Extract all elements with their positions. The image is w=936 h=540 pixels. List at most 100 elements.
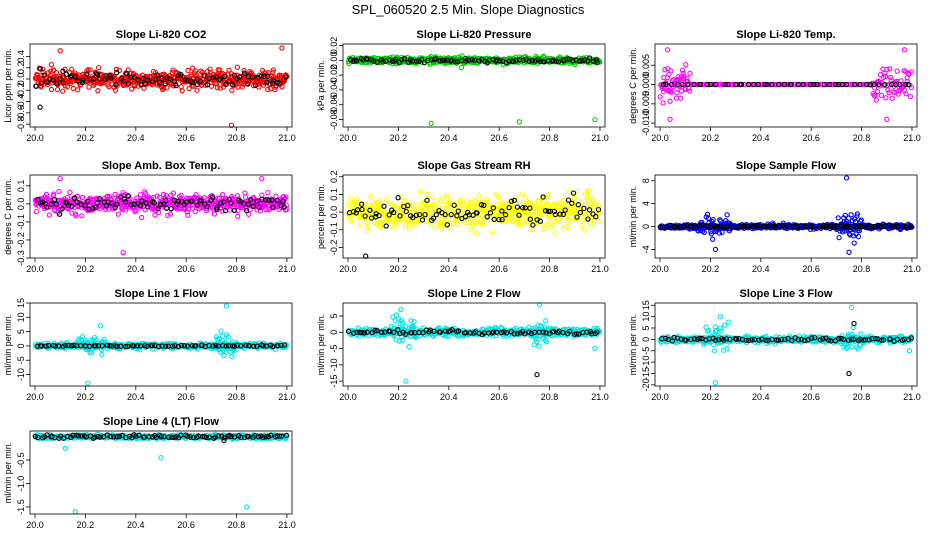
data-point [542, 208, 549, 214]
data-point [151, 199, 157, 206]
data-point [750, 223, 756, 230]
data-point [449, 327, 455, 333]
x-tick-label: 20.0 [26, 392, 44, 402]
data-point [541, 226, 547, 232]
data-point [144, 77, 150, 83]
data-point [710, 217, 716, 223]
data-point [270, 69, 276, 75]
data-point [395, 316, 402, 322]
data-point [579, 223, 585, 229]
data-point [519, 191, 526, 197]
data-point [431, 201, 437, 207]
y-tick-label: -10 [329, 358, 339, 371]
data-point [557, 211, 563, 217]
y-tick-label: -0.010 [641, 110, 651, 136]
data-point [50, 77, 56, 83]
data-point [270, 204, 276, 211]
data-point [716, 230, 722, 236]
data-point [484, 214, 490, 220]
data-point [503, 330, 510, 336]
x-tick-label: 20.6 [490, 392, 508, 402]
data-point [874, 88, 881, 95]
y-tick-label: -0.1 [329, 222, 339, 238]
data-point [155, 343, 162, 350]
data-point [211, 211, 218, 217]
x-tick-label: 20.6 [177, 392, 195, 402]
x-tick-label: 20.6 [490, 264, 508, 274]
data-point [851, 81, 858, 88]
data-point [357, 223, 363, 229]
data-point [784, 223, 790, 229]
data-point [585, 216, 591, 222]
data-point [362, 213, 368, 219]
data-point [725, 81, 731, 88]
data-point [229, 87, 235, 93]
data-point [113, 66, 120, 72]
data-point [741, 223, 748, 230]
data-point [214, 206, 220, 213]
data-point [517, 330, 523, 336]
data-point [167, 211, 174, 217]
data-point [417, 189, 424, 195]
data-point [164, 75, 170, 81]
data-point [260, 343, 266, 349]
outlier-point [259, 175, 265, 182]
data-point [213, 342, 219, 349]
data-points [345, 53, 603, 126]
data-point [557, 219, 563, 225]
data-point [419, 217, 426, 223]
data-point [823, 223, 830, 229]
x-tick-label: 21.0 [278, 392, 296, 402]
data-point [831, 223, 838, 230]
y-tick-label: -0.06 [329, 95, 339, 116]
data-point [86, 343, 93, 349]
data-point [165, 212, 171, 219]
data-point [447, 196, 453, 203]
x-tick-label: 20.0 [26, 133, 44, 143]
data-point [368, 193, 374, 200]
data-point [876, 81, 882, 88]
data-point [581, 205, 587, 212]
data-point [570, 209, 576, 216]
data-point [395, 195, 401, 201]
data-point [550, 328, 557, 335]
data-point [248, 196, 254, 203]
data-point [895, 91, 901, 97]
data-point [590, 211, 596, 217]
data-point [858, 217, 864, 223]
plot-frame [654, 174, 918, 259]
data-point [573, 57, 579, 63]
data-point [657, 94, 663, 100]
data-point [852, 219, 859, 225]
data-point [440, 205, 446, 211]
data-point [522, 331, 528, 337]
data-point [96, 64, 102, 71]
data-point [684, 75, 690, 81]
data-point [218, 328, 224, 334]
data-point [398, 56, 405, 63]
data-point [134, 343, 141, 349]
data-point [497, 58, 503, 64]
data-point [75, 78, 81, 84]
data-point [112, 87, 119, 93]
data-points [657, 304, 915, 386]
data-point [170, 190, 177, 196]
data-point [570, 190, 577, 196]
data-point [595, 206, 602, 213]
data-point [674, 89, 680, 96]
data-point [433, 56, 439, 62]
x-tick-label: 21.0 [591, 133, 609, 143]
data-point [159, 75, 165, 82]
data-point [189, 205, 196, 212]
data-points [345, 188, 603, 259]
data-point [90, 76, 97, 82]
data-point [470, 223, 476, 230]
outlier-point [712, 246, 719, 253]
data-point [887, 66, 893, 72]
data-point [894, 68, 900, 74]
data-point [524, 205, 531, 211]
y-axis-label: ml/min per min. [3, 314, 13, 376]
data-point [48, 68, 54, 74]
